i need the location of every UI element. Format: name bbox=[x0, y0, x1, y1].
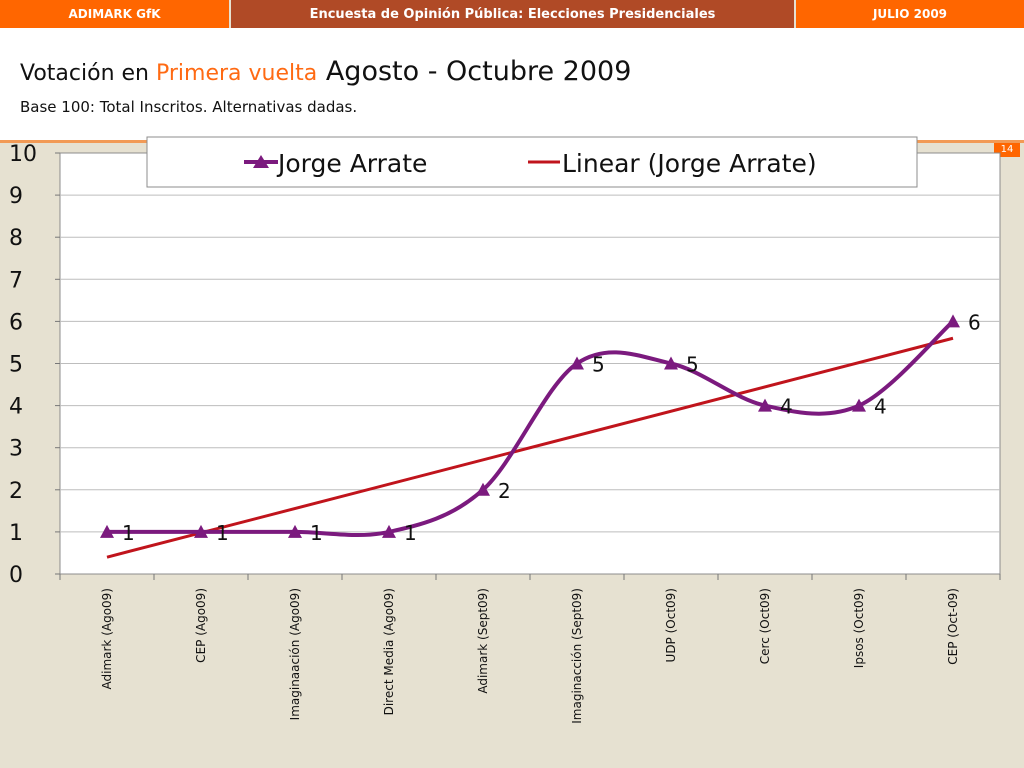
x-tick-label: CEP (Ago09) bbox=[194, 588, 208, 663]
data-point-marker bbox=[758, 398, 772, 412]
page-title: Votación en Primera vuelta Agosto - Octu… bbox=[20, 56, 631, 87]
data-point-marker bbox=[852, 398, 866, 412]
legend-series-marker bbox=[253, 155, 269, 168]
x-tick-label: Cerc (Oct09) bbox=[758, 588, 772, 664]
title-accent: Primera vuelta bbox=[156, 61, 318, 86]
data-point-marker bbox=[100, 524, 114, 538]
legend-series-label: Jorge Arrate bbox=[276, 149, 427, 178]
y-tick-label: 8 bbox=[9, 226, 23, 251]
series-line bbox=[107, 319, 955, 537]
x-tick-label: Ipsos (Oct09) bbox=[852, 588, 866, 668]
y-tick-label: 7 bbox=[9, 268, 23, 293]
header-date: JULIO 2009 bbox=[796, 0, 1024, 28]
data-point-marker bbox=[476, 482, 490, 496]
data-label: 1 bbox=[310, 521, 323, 545]
legend-trend-label: Linear (Jorge Arrate) bbox=[562, 149, 817, 178]
title-part-1: Votación en bbox=[20, 61, 156, 86]
title-area bbox=[0, 28, 1024, 140]
data-point-marker bbox=[194, 524, 208, 538]
y-tick-label: 9 bbox=[9, 184, 23, 209]
data-point-marker bbox=[288, 524, 302, 538]
x-tick-label: Adimark (Sept09) bbox=[476, 588, 490, 694]
y-tick-label: 5 bbox=[9, 353, 23, 378]
header-brand: ADIMARK GfK bbox=[0, 0, 229, 28]
data-label: 5 bbox=[686, 353, 699, 377]
x-tick-label: UDP (Oct09) bbox=[664, 588, 678, 662]
data-label: 1 bbox=[122, 521, 135, 545]
y-tick-label: 4 bbox=[9, 395, 23, 420]
page-subtitle: Base 100: Total Inscritos. Alternativas … bbox=[20, 98, 358, 116]
x-tick-label: Adimark (Ago09) bbox=[100, 588, 114, 690]
data-point-marker bbox=[946, 314, 960, 328]
data-label: 6 bbox=[968, 310, 981, 334]
data-label: 2 bbox=[498, 479, 511, 503]
x-tick-label: Imaginacción (Sept09) bbox=[570, 588, 584, 724]
data-label: 4 bbox=[874, 395, 887, 419]
y-tick-label: 6 bbox=[9, 310, 23, 335]
y-tick-label: 0 bbox=[9, 563, 23, 588]
data-point-marker bbox=[570, 356, 584, 370]
x-tick-label: Imaginaación (Ago09) bbox=[288, 588, 302, 720]
y-tick-label: 10 bbox=[9, 142, 37, 167]
data-label: 5 bbox=[592, 353, 605, 377]
x-tick-label: Direct Media (Ago09) bbox=[382, 588, 396, 715]
x-tick-label: CEP (Oct-09) bbox=[946, 588, 960, 665]
data-point-marker bbox=[382, 524, 396, 538]
trendline bbox=[106, 336, 954, 559]
header-survey-title: Encuesta de Opinión Pública: Elecciones … bbox=[231, 0, 794, 28]
data-label: 1 bbox=[216, 521, 229, 545]
data-point-marker bbox=[664, 356, 678, 370]
title-period: Agosto - Octubre 2009 bbox=[317, 56, 632, 87]
data-label: 4 bbox=[780, 395, 793, 419]
data-label: 1 bbox=[404, 521, 417, 545]
header-bar: ADIMARK GfK Encuesta de Opinión Pública:… bbox=[0, 0, 1024, 28]
y-tick-label: 3 bbox=[9, 437, 23, 462]
y-tick-label: 2 bbox=[9, 479, 23, 504]
y-tick-label: 1 bbox=[9, 521, 23, 546]
